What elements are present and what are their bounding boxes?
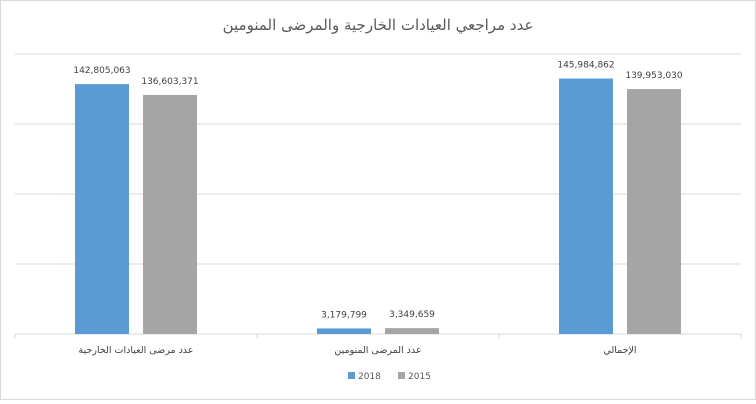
x-tick-label: عدد مرضى العيادات الخارجية — [79, 345, 194, 356]
gridlines — [15, 53, 741, 335]
data-label-2015-1: 3,349,659 — [389, 310, 435, 320]
bar-2018-0 — [559, 78, 613, 334]
data-label-2018-0: 145,984,862 — [557, 61, 614, 71]
data-label-2015-2: 136,603,371 — [141, 77, 198, 87]
legend-swatch-2018 — [348, 372, 355, 379]
data-label-2018-1: 3,179,799 — [321, 310, 367, 320]
chart-title: عدد مراجعي العيادات الخارجية والمرضى الم… — [223, 16, 534, 35]
legend-label-2018: 2018 — [358, 372, 381, 382]
x-axis-ticks: الإجمالي عدد المرضى المنومين عدد مرضى العي… — [14, 334, 742, 356]
data-label-2015-0: 139,953,030 — [625, 71, 683, 81]
data-labels: 145,984,862 139,953,030 3,179,799 3,349,659… — [73, 61, 683, 321]
bar-2018-1 — [317, 328, 371, 334]
legend-swatch-2015 — [398, 372, 405, 379]
legend: 2018 2015 — [348, 372, 431, 382]
x-tick-label: عدد المرضى المنومين — [334, 345, 421, 356]
data-label-2018-2: 142,805,063 — [73, 66, 130, 76]
bar-2015-0 — [627, 89, 681, 334]
bar-2015-1 — [385, 328, 439, 334]
bars — [75, 78, 681, 335]
legend-label-2015: 2015 — [408, 372, 431, 382]
bar-2018-2 — [75, 84, 129, 334]
x-tick-label: الإجمالي — [603, 345, 636, 356]
bar-2015-2 — [143, 94, 197, 335]
